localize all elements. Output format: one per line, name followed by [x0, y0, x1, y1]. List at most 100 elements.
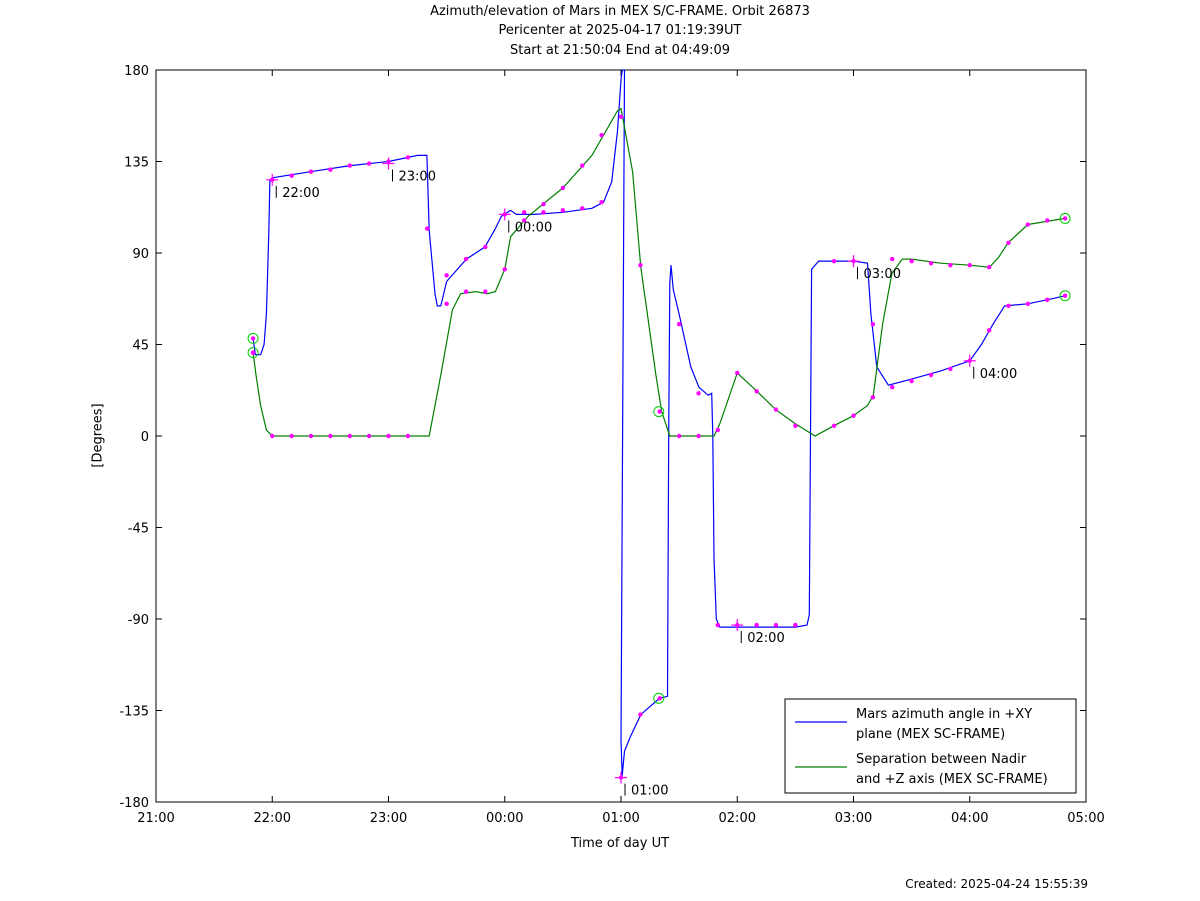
data-point-marker [1062, 216, 1068, 221]
legend-label: and +Z axis (MEX SC-FRAME) [856, 772, 1048, 787]
y-tick-label: 0 [141, 430, 149, 445]
data-point-marker [521, 210, 527, 215]
data-point-marker [928, 372, 934, 378]
data-point-marker [521, 218, 527, 223]
endpoint-circle-marker [247, 332, 259, 344]
series-markers [247, 114, 1071, 780]
data-point-marker [347, 163, 352, 168]
endpoint-circle-marker [653, 406, 665, 418]
data-point-marker [793, 622, 798, 628]
data-point-marker [715, 622, 721, 628]
data-point-marker [870, 321, 876, 327]
data-point-marker [638, 712, 643, 717]
data-point-marker [754, 389, 759, 394]
data-point-marker [986, 328, 992, 333]
hour-annotation-label: 01:00 [631, 784, 668, 799]
data-point-marker [366, 433, 372, 439]
time-annotations: 22:00 23:00 00:00 01:00 02:00 03:00 04:00 [266, 157, 1017, 799]
data-point-marker [1025, 222, 1031, 227]
data-point-marker [308, 169, 314, 174]
data-point-marker [405, 433, 411, 439]
data-point-marker [599, 132, 604, 138]
hour-annotation-label: 23:00 [399, 170, 436, 185]
legend-box [784, 698, 1077, 794]
y-tick-label: 180 [124, 64, 149, 79]
data-point-marker [289, 173, 294, 178]
legend-label: Mars azimuth angle in +XY [856, 707, 1032, 722]
data-point-marker [328, 433, 333, 439]
data-point-marker [1045, 297, 1050, 302]
hour-annotation-label: 03:00 [864, 267, 901, 282]
data-point-marker [890, 385, 895, 390]
x-tick-label: 01:00 [602, 811, 639, 826]
chart-subtitle-pericenter: Pericenter at 2025-04-17 01:19:39UT [498, 23, 742, 38]
data-point-marker [270, 433, 275, 439]
y-tick-label: -45 [128, 522, 149, 537]
y-tick-label: -180 [119, 796, 149, 811]
data-point-marker [948, 366, 953, 372]
data-point-marker [483, 289, 488, 294]
data-point-marker [425, 226, 430, 231]
x-tick-label: 21:00 [137, 811, 174, 826]
data-point-marker [657, 409, 662, 414]
data-point-marker [483, 244, 488, 250]
data-point-marker [967, 263, 972, 268]
data-point-marker [366, 161, 372, 166]
data-point-marker [754, 622, 759, 628]
data-point-marker [696, 433, 701, 439]
data-point-marker [560, 208, 566, 213]
axes-group: 21:00 22:00 23:00 00:00 01:00 02:00 03:00 04:00… [119, 64, 1104, 826]
data-point-marker [890, 256, 895, 262]
data-point-marker [328, 167, 333, 172]
legend-label: plane (MEX SC-FRAME) [856, 727, 1005, 742]
data-point-marker [502, 267, 507, 272]
data-point-marker [986, 265, 992, 270]
data-point-marker [347, 433, 352, 439]
data-point-marker [696, 391, 701, 396]
separation-series-line [252, 107, 1066, 437]
data-point-marker [618, 114, 624, 119]
y-tick-label: -90 [128, 613, 149, 628]
data-point-marker [851, 413, 856, 418]
data-point-marker [638, 263, 643, 268]
data-point-marker [1025, 301, 1031, 307]
hour-annotation-label: 22:00 [282, 186, 319, 201]
legend: Mars azimuth angle in +XY plane (MEX SC-F… [784, 698, 1077, 794]
data-point-marker [657, 696, 662, 701]
hour-annotation-label: 02:00 [747, 631, 784, 646]
data-point-marker [599, 199, 604, 205]
data-point-marker [909, 258, 914, 264]
data-point-marker [444, 301, 449, 307]
data-point-marker [676, 433, 682, 439]
data-point-marker [948, 263, 953, 268]
endpoint-circle-marker [1059, 212, 1071, 224]
y-tick-label: 90 [132, 247, 149, 262]
data-point-marker [715, 427, 721, 433]
data-point-marker [250, 350, 256, 355]
series-lines [252, 69, 1066, 776]
x-tick-label: 05:00 [1067, 811, 1104, 826]
data-point-marker [676, 321, 682, 327]
data-point-marker [870, 395, 876, 400]
endpoint-circle-marker [247, 347, 259, 359]
data-point-marker [580, 206, 585, 211]
x-axis-label: Time of day UT [570, 836, 670, 851]
data-point-marker [444, 273, 449, 278]
data-point-marker [463, 289, 469, 294]
data-point-marker [541, 210, 546, 215]
data-point-marker [831, 423, 837, 429]
x-tick-label: 22:00 [254, 811, 291, 826]
hour-annotation-label: 00:00 [515, 220, 552, 235]
endpoint-circle-marker [1059, 290, 1071, 302]
x-tick-label: 00:00 [486, 811, 523, 826]
created-timestamp: Created: 2025-04-24 15:55:39 [905, 877, 1088, 891]
data-point-marker [1006, 240, 1011, 246]
data-point-marker [541, 202, 546, 207]
data-point-marker [1006, 303, 1011, 309]
x-tick-label: 23:00 [370, 811, 407, 826]
legend-label: Separation between Nadir [856, 752, 1027, 767]
azimuth-series-line [252, 69, 1066, 776]
data-point-marker [735, 370, 740, 376]
data-point-marker [289, 433, 294, 439]
data-point-marker [250, 336, 256, 341]
